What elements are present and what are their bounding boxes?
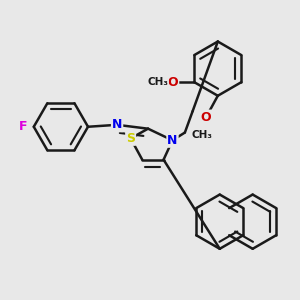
Text: F: F — [19, 120, 27, 133]
Text: S: S — [126, 132, 135, 145]
Text: CH₃: CH₃ — [192, 130, 213, 140]
Text: CH₃: CH₃ — [147, 77, 168, 87]
Text: N: N — [112, 118, 122, 131]
Text: O: O — [168, 76, 178, 89]
Text: N: N — [167, 134, 178, 147]
Text: O: O — [201, 111, 211, 124]
